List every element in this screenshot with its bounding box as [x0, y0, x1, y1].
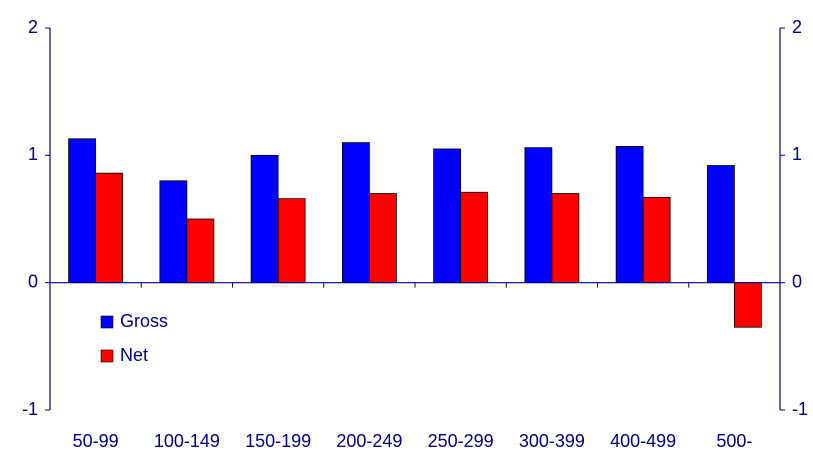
x-tick-label: 150-199 [245, 431, 311, 451]
bar [551, 193, 580, 284]
bar [460, 191, 489, 284]
x-tick-label: 50-99 [73, 431, 119, 451]
bar [250, 154, 279, 284]
bar [706, 165, 735, 284]
bar [159, 180, 188, 284]
bar [277, 198, 306, 284]
bar [95, 172, 124, 284]
bar [341, 142, 370, 284]
x-tick-label: 250-299 [428, 431, 494, 451]
bar [642, 196, 671, 284]
bar [733, 282, 762, 328]
bar [68, 138, 97, 284]
bar [186, 218, 215, 284]
legend-swatch [100, 315, 114, 329]
y2-tick-label: 0 [792, 271, 802, 291]
bar [615, 146, 644, 284]
x-tick-label: 300-399 [519, 431, 585, 451]
y-tick-label: -1 [22, 399, 38, 419]
bar [368, 193, 397, 284]
y-tick-label: 1 [28, 144, 38, 164]
y2-tick-label: 2 [792, 17, 802, 37]
x-tick-label: 400-499 [610, 431, 676, 451]
legend-label: Net [120, 345, 148, 365]
y2-tick-label: 1 [792, 144, 802, 164]
x-tick-label: 500- [716, 431, 752, 451]
bar [524, 147, 553, 284]
legend-label: Gross [120, 311, 168, 331]
x-tick-label: 100-149 [154, 431, 220, 451]
y-tick-label: 2 [28, 17, 38, 37]
bar [433, 148, 462, 284]
y2-tick-label: -1 [792, 399, 808, 419]
y-tick-label: 0 [28, 271, 38, 291]
legend-swatch [100, 349, 114, 363]
x-tick-label: 200-249 [336, 431, 402, 451]
